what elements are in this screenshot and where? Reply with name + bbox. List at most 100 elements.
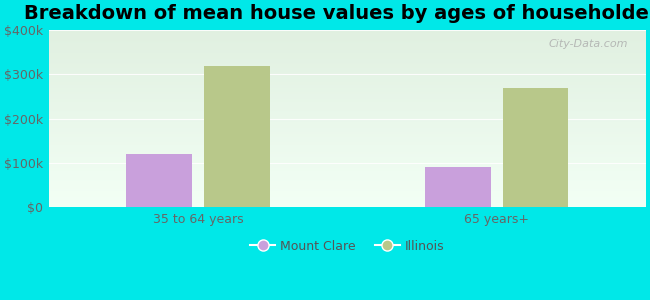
Bar [49, 67, 646, 68]
Bar [49, 52, 646, 53]
Bar [49, 140, 646, 141]
Bar [49, 148, 646, 149]
Bar [49, 93, 646, 94]
Bar [49, 199, 646, 200]
Bar [425, 167, 491, 207]
Bar [49, 66, 646, 67]
Bar [49, 192, 646, 193]
Bar [49, 95, 646, 96]
Bar [49, 61, 646, 62]
Bar [49, 161, 646, 162]
Bar [49, 86, 646, 87]
Bar [49, 64, 646, 65]
Bar [49, 130, 646, 131]
Bar [49, 186, 646, 187]
Bar [49, 59, 646, 60]
Bar [49, 167, 646, 168]
Bar [49, 70, 646, 71]
Bar [49, 111, 646, 112]
Bar [49, 60, 646, 61]
Bar [49, 196, 646, 197]
Bar [49, 35, 646, 36]
Bar [49, 180, 646, 181]
Bar [49, 174, 646, 175]
Bar [49, 194, 646, 195]
Bar [49, 54, 646, 55]
Bar [204, 66, 270, 207]
Bar [49, 108, 646, 109]
Bar [49, 124, 646, 125]
Bar [49, 115, 646, 116]
Bar [49, 103, 646, 104]
Bar [49, 78, 646, 79]
Bar [49, 134, 646, 135]
Bar [49, 202, 646, 203]
Bar [49, 38, 646, 39]
Bar [49, 90, 646, 91]
Bar [49, 136, 646, 137]
Bar [49, 36, 646, 37]
Bar [49, 117, 646, 118]
Title: Breakdown of mean house values by ages of householders: Breakdown of mean house values by ages o… [24, 4, 650, 23]
Bar [49, 119, 646, 120]
Bar [49, 149, 646, 150]
Bar [49, 116, 646, 117]
Bar [49, 172, 646, 173]
Bar [49, 84, 646, 85]
Bar [49, 50, 646, 51]
Bar [49, 122, 646, 123]
Bar [49, 200, 646, 201]
Bar [49, 80, 646, 81]
Bar [49, 74, 646, 75]
Bar [49, 37, 646, 38]
Bar [49, 189, 646, 190]
Bar [49, 188, 646, 189]
Bar [49, 99, 646, 100]
Bar [49, 96, 646, 97]
Bar [49, 135, 646, 136]
Bar [49, 143, 646, 144]
Bar [49, 114, 646, 115]
Bar [49, 89, 646, 90]
Bar [49, 113, 646, 114]
Bar [49, 176, 646, 177]
Bar [49, 168, 646, 169]
Bar [49, 112, 646, 113]
Bar [49, 87, 646, 88]
Bar [49, 144, 646, 145]
Bar [49, 105, 646, 106]
Bar [49, 58, 646, 59]
Bar [49, 33, 646, 34]
Bar [49, 205, 646, 206]
Bar [49, 34, 646, 35]
Bar [49, 170, 646, 171]
Bar [49, 151, 646, 152]
Bar [49, 48, 646, 49]
Bar [49, 185, 646, 186]
Bar [49, 187, 646, 188]
Bar [49, 104, 646, 105]
Bar [49, 63, 646, 64]
Bar [49, 125, 646, 126]
Bar [49, 178, 646, 179]
Bar [502, 88, 568, 207]
Bar [49, 206, 646, 207]
Bar [49, 177, 646, 178]
Bar [49, 132, 646, 133]
Bar [49, 81, 646, 82]
Bar [49, 183, 646, 184]
Bar [49, 141, 646, 142]
Bar [49, 110, 646, 111]
Bar [49, 83, 646, 84]
Bar [49, 123, 646, 124]
Bar [49, 51, 646, 52]
Bar [49, 47, 646, 48]
Bar [49, 204, 646, 205]
Bar [49, 173, 646, 174]
Bar [49, 152, 646, 153]
Bar [49, 128, 646, 129]
Bar [49, 163, 646, 164]
Bar [49, 181, 646, 182]
Bar [49, 75, 646, 76]
Bar [49, 56, 646, 57]
